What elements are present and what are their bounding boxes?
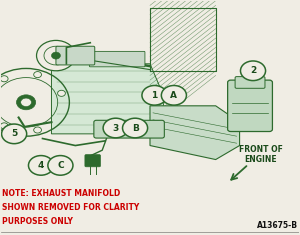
Circle shape xyxy=(122,118,148,138)
FancyBboxPatch shape xyxy=(94,120,164,138)
Circle shape xyxy=(34,127,41,133)
Text: 2: 2 xyxy=(250,66,256,75)
Text: 3: 3 xyxy=(112,124,119,133)
FancyBboxPatch shape xyxy=(56,46,95,65)
Circle shape xyxy=(58,90,65,96)
Text: 5: 5 xyxy=(11,129,17,138)
Text: NOTE: EXHAUST MANIFOLD: NOTE: EXHAUST MANIFOLD xyxy=(2,189,120,198)
Text: 1: 1 xyxy=(152,91,158,100)
Circle shape xyxy=(37,40,75,71)
Circle shape xyxy=(0,76,8,82)
Text: A13675-B: A13675-B xyxy=(257,221,298,230)
Text: SHOWN REMOVED FOR CLARITY: SHOWN REMOVED FOR CLARITY xyxy=(2,203,140,212)
Circle shape xyxy=(48,156,73,175)
Circle shape xyxy=(34,72,41,78)
Text: PURPOSES ONLY: PURPOSES ONLY xyxy=(2,217,73,226)
Circle shape xyxy=(21,98,32,106)
Circle shape xyxy=(0,123,8,129)
Circle shape xyxy=(2,124,27,144)
Circle shape xyxy=(241,61,266,81)
Circle shape xyxy=(44,46,68,65)
Text: ENGINE: ENGINE xyxy=(244,155,277,164)
Text: B: B xyxy=(132,124,139,133)
FancyBboxPatch shape xyxy=(89,51,145,67)
Circle shape xyxy=(28,156,53,175)
FancyBboxPatch shape xyxy=(228,80,272,132)
Text: 4: 4 xyxy=(38,161,44,170)
Circle shape xyxy=(161,86,186,105)
Polygon shape xyxy=(52,64,165,134)
Text: FRONT OF: FRONT OF xyxy=(238,145,282,153)
Text: C: C xyxy=(57,161,64,170)
Polygon shape xyxy=(150,106,240,160)
Circle shape xyxy=(142,86,167,105)
Text: A: A xyxy=(170,91,177,100)
Circle shape xyxy=(103,118,128,138)
Circle shape xyxy=(16,95,36,110)
FancyBboxPatch shape xyxy=(235,77,265,88)
FancyBboxPatch shape xyxy=(85,155,100,167)
Circle shape xyxy=(52,52,60,59)
